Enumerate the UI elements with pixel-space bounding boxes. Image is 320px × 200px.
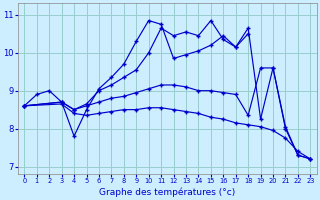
X-axis label: Graphe des températures (°c): Graphe des températures (°c) <box>99 187 236 197</box>
